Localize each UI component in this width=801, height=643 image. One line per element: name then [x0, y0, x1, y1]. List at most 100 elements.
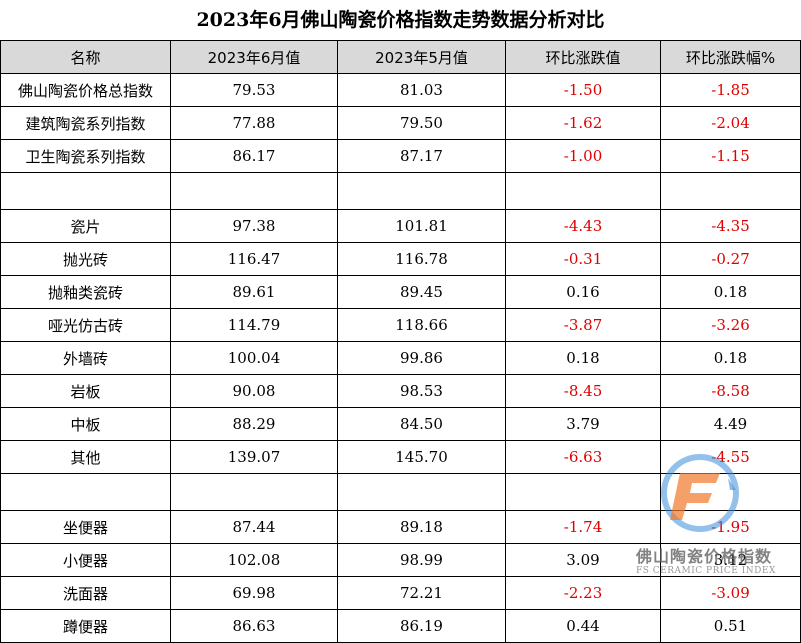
- value-cell: -1.50: [505, 73, 661, 107]
- value-cell: 116.78: [337, 242, 506, 276]
- value-cell: 0.44: [505, 609, 661, 643]
- header-cell: 环比涨跌幅%: [660, 40, 801, 74]
- header-cell: 名称: [0, 40, 171, 74]
- value-cell: 0.16: [505, 275, 661, 309]
- value-cell: 99.86: [337, 341, 506, 375]
- value-cell: 69.98: [170, 576, 338, 610]
- value-cell: 101.81: [337, 209, 506, 243]
- data-row: 洗面器 69.98 72.21 -2.23 -3.09: [0, 576, 801, 610]
- value-cell: 87.17: [337, 139, 506, 173]
- watermark-subtitle: FS CERAMIC PRICE INDEX: [636, 566, 776, 576]
- data-row: 小便器 102.08 98.99 3.09 3.12: [0, 543, 801, 577]
- value-cell: 89.45: [337, 275, 506, 309]
- value-cell: -3.87: [505, 308, 661, 342]
- value-cell: 88.29: [170, 407, 338, 441]
- spacer-row: [0, 172, 801, 210]
- value-cell: 102.08: [170, 543, 338, 577]
- data-row: 哑光仿古砖 114.79 118.66 -3.87 -3.26: [0, 308, 801, 342]
- value-cell: 72.21: [337, 576, 506, 610]
- value-cell: 97.38: [170, 209, 338, 243]
- value-cell: -0.31: [505, 242, 661, 276]
- value-cell: 0.51: [660, 609, 801, 643]
- value-cell: 86.17: [170, 139, 338, 173]
- value-cell: 89.61: [170, 275, 338, 309]
- value-cell: -8.45: [505, 374, 661, 408]
- spacer-cell: [170, 172, 338, 210]
- spacer-cell: [0, 172, 171, 210]
- data-row: 外墙砖 100.04 99.86 0.18 0.18: [0, 341, 801, 375]
- value-cell: 139.07: [170, 440, 338, 474]
- value-cell: 77.88: [170, 106, 338, 140]
- header-cell: 环比涨跌值: [505, 40, 661, 74]
- row-label: 中板: [0, 407, 171, 441]
- spacer-cell: [505, 172, 661, 210]
- value-cell: 116.47: [170, 242, 338, 276]
- value-cell: -3.09: [660, 576, 801, 610]
- row-label: 建筑陶瓷系列指数: [0, 106, 171, 140]
- value-cell: 79.50: [337, 106, 506, 140]
- header-cell: 2023年6月值: [170, 40, 338, 74]
- value-cell: 100.04: [170, 341, 338, 375]
- row-label: 抛光砖: [0, 242, 171, 276]
- spacer-cell: [337, 172, 506, 210]
- value-cell: 87.44: [170, 510, 338, 544]
- value-cell: 86.19: [337, 609, 506, 643]
- title: 2023年6月佛山陶瓷价格指数走势数据分析对比: [196, 9, 605, 31]
- value-cell: 89.18: [337, 510, 506, 544]
- data-row: 抛釉类瓷砖 89.61 89.45 0.16 0.18: [0, 275, 801, 309]
- data-row: 瓷片 97.38 101.81 -4.43 -4.35: [0, 209, 801, 243]
- spacer-cell: [170, 473, 338, 511]
- row-label: 蹲便器: [0, 609, 171, 643]
- row-label: 岩板: [0, 374, 171, 408]
- row-label: 瓷片: [0, 209, 171, 243]
- value-cell: -1.74: [505, 510, 661, 544]
- spacer-cell: [505, 473, 661, 511]
- row-label: 抛釉类瓷砖: [0, 275, 171, 309]
- value-cell: 0.18: [660, 341, 801, 375]
- row-label: 卫生陶瓷系列指数: [0, 139, 171, 173]
- value-cell: 90.08: [170, 374, 338, 408]
- row-label: 小便器: [0, 543, 171, 577]
- value-cell: -1.00: [505, 139, 661, 173]
- value-cell: 98.53: [337, 374, 506, 408]
- value-cell: 0.18: [505, 341, 661, 375]
- data-row: 坐便器 87.44 89.18 -1.74 -1.95: [0, 510, 801, 544]
- value-cell: -1.95: [660, 510, 801, 544]
- value-cell: 79.53: [170, 73, 338, 107]
- value-cell: 145.70: [337, 440, 506, 474]
- spacer-cell: [660, 473, 801, 511]
- value-cell: -4.43: [505, 209, 661, 243]
- value-cell: -6.63: [505, 440, 661, 474]
- value-cell: 4.49: [660, 407, 801, 441]
- value-cell: 3.12: [660, 543, 801, 577]
- value-cell: 3.79: [505, 407, 661, 441]
- spacer-cell: [0, 473, 171, 511]
- row-label: 其他: [0, 440, 171, 474]
- value-cell: 114.79: [170, 308, 338, 342]
- data-row: 抛光砖 116.47 116.78 -0.31 -0.27: [0, 242, 801, 276]
- value-cell: 98.99: [337, 543, 506, 577]
- row-label: 哑光仿古砖: [0, 308, 171, 342]
- row-label: 外墙砖: [0, 341, 171, 375]
- value-cell: -2.04: [660, 106, 801, 140]
- row-label: 佛山陶瓷价格总指数: [0, 73, 171, 107]
- header-row: 名称 2023年6月值 2023年5月值 环比涨跌值 环比涨跌幅%: [0, 40, 801, 74]
- value-cell: 81.03: [337, 73, 506, 107]
- data-row: 其他 139.07 145.70 -6.63 -4.55: [0, 440, 801, 474]
- row-label: 洗面器: [0, 576, 171, 610]
- spacer-row: [0, 473, 801, 511]
- watermark-name: 佛山陶瓷价格指数: [636, 547, 773, 566]
- row-label: 坐便器: [0, 510, 171, 544]
- value-cell: -0.27: [660, 242, 801, 276]
- spacer-cell: [337, 473, 506, 511]
- value-cell: -1.15: [660, 139, 801, 173]
- value-cell: -4.35: [660, 209, 801, 243]
- data-row: 岩板 90.08 98.53 -8.45 -8.58: [0, 374, 801, 408]
- value-cell: -1.62: [505, 106, 661, 140]
- spacer-cell: [660, 172, 801, 210]
- value-cell: 0.18: [660, 275, 801, 309]
- value-cell: 3.09: [505, 543, 661, 577]
- value-cell: -2.23: [505, 576, 661, 610]
- header-cell: 2023年5月值: [337, 40, 506, 74]
